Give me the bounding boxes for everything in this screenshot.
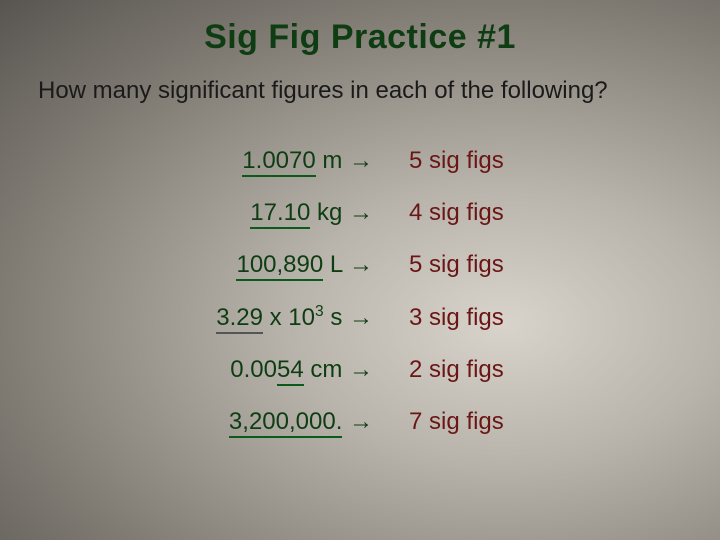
table-row: 100,890 L →5 sig figs xyxy=(216,239,504,291)
page-subtitle: How many significant figures in each of … xyxy=(0,57,720,115)
table-row: 3.29 x 103 s →3 sig figs xyxy=(216,291,504,344)
answer-cell: 4 sig figs xyxy=(391,187,504,239)
value-cell: 0.0054 cm → xyxy=(216,344,391,396)
sigfig-table: 1.0070 m →5 sig figs17.10 kg →4 sig figs… xyxy=(216,135,504,448)
value-cell: 1.0070 m → xyxy=(216,135,391,187)
answer-cell: 2 sig figs xyxy=(391,344,504,396)
table-row: 17.10 kg →4 sig figs xyxy=(216,187,504,239)
table-row: 1.0070 m →5 sig figs xyxy=(216,135,504,187)
page-title: Sig Fig Practice #1 xyxy=(0,0,720,57)
answer-cell: 5 sig figs xyxy=(391,135,504,187)
table-row: 3,200,000. →7 sig figs xyxy=(216,396,504,448)
value-cell: 100,890 L → xyxy=(216,239,391,291)
value-cell: 3,200,000. → xyxy=(216,396,391,448)
value-cell: 3.29 x 103 s → xyxy=(216,291,391,344)
answer-cell: 5 sig figs xyxy=(391,239,504,291)
answer-cell: 7 sig figs xyxy=(391,396,504,448)
answer-cell: 3 sig figs xyxy=(391,291,504,344)
value-cell: 17.10 kg → xyxy=(216,187,391,239)
table-row: 0.0054 cm →2 sig figs xyxy=(216,344,504,396)
